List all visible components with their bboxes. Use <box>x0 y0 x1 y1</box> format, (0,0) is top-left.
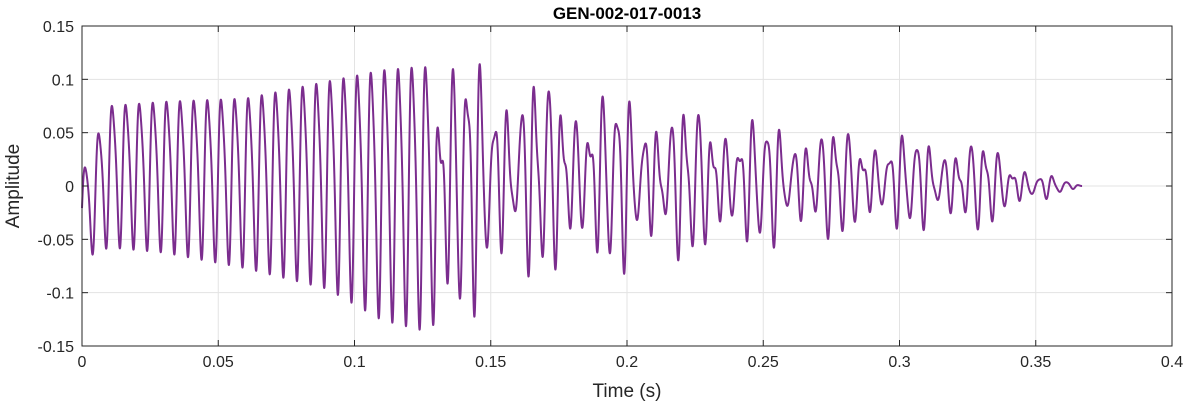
x-tick-label: 0.4 <box>1161 354 1183 371</box>
y-tick-label: 0.05 <box>43 126 74 143</box>
x-tick-label: 0.35 <box>1020 354 1051 371</box>
y-axis-label: Amplitude <box>3 144 24 229</box>
x-tick-label: 0.15 <box>475 354 506 371</box>
y-tick-label: 0.1 <box>52 72 74 89</box>
x-tick-label: 0.05 <box>203 354 234 371</box>
x-tick-label: 0.1 <box>343 354 365 371</box>
ticks: 0 0.05 0.1 0.15 0.2 0.25 0.3 0.35 0.4 0.15 0.1 0.05… <box>38 19 1184 371</box>
x-tick-label: 0 <box>78 354 87 371</box>
waveform-series <box>81 63 1083 331</box>
chart-title: GEN-002-017-0013 <box>553 4 701 23</box>
x-tick-label: 0.3 <box>888 354 910 371</box>
y-tick-label: -0.05 <box>38 232 75 249</box>
x-tick-label: 0.25 <box>748 354 779 371</box>
y-tick-label: 0 <box>65 179 74 196</box>
x-axis-label: Time (s) <box>593 381 662 402</box>
y-tick-label: -0.15 <box>38 339 75 356</box>
y-tick-label: 0.15 <box>43 19 74 36</box>
y-tick-label: -0.1 <box>46 286 74 303</box>
x-tick-label: 0.2 <box>616 354 638 371</box>
